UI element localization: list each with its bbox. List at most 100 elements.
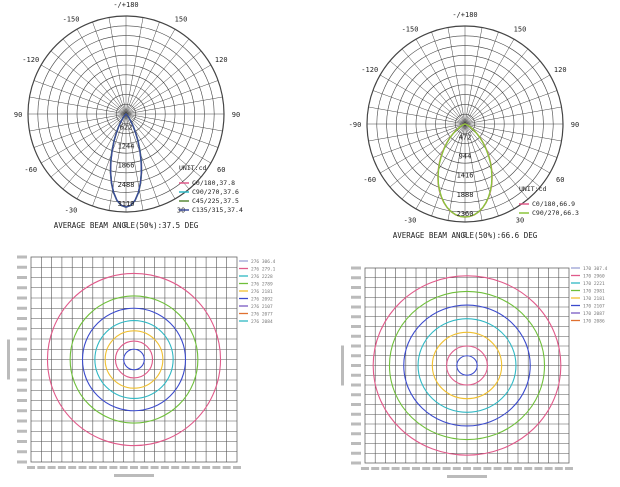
polar-radial-label: 1866 [118,162,135,170]
isolux-legend-label: 276 2092 [251,297,273,303]
isolux-contour-ring [46,272,222,447]
isolux-x-tick [57,466,66,469]
isolux-x-axis-title [114,474,154,477]
polar-spoke [464,123,499,217]
polar-spoke [380,74,466,125]
isolux-y-tick [17,255,27,259]
polar-angle-label-top: -/+180 [452,11,477,19]
isolux-x-tick [212,466,221,469]
isolux-y-tick [17,286,27,290]
polar-radial-label: 1416 [457,172,474,180]
polar-spoke [464,39,515,125]
isolux-y-tick [17,378,27,382]
isolux-chart-wide: 170 307.4 170 2960 170 2221 170 2981 170 218… [341,260,613,482]
isolux-legend-label: 276 279.1 [251,267,275,273]
isolux-contour-ring [114,340,154,379]
polar-chart-wide-svg: -/+180 -150 150 -120 120 -90 90 -60 60 -30 30 0 472 9… [349,11,580,240]
polar-radial-label: 2488 [118,181,135,189]
polar-spoke [125,113,202,178]
polar-chart-narrow: -/+180-150150-120120-9090-6060-303006221… [10,1,264,234]
isolux-contour-ring [104,330,164,389]
polar-angle-label: -90 [14,111,22,119]
polar-spoke [389,60,466,125]
isolux-x-tick [463,467,471,470]
polar-chart-wide: -/+180 -150 150 -120 120 -90 90 -60 60 -30 30 0 472 9… [343,8,603,243]
isolux-y-tick [351,315,361,319]
polar-angle-label: -150 [63,16,80,24]
isolux-legend-label: 170 2181 [583,296,605,302]
polar-spoke [125,113,223,132]
polar-spoke [50,50,127,115]
isolux-y-tick [351,286,361,289]
isolux-y-tick [17,276,27,279]
isolux-legend-label: 276 2181 [251,289,273,295]
isolux-y-tick [17,399,27,402]
isolux-y-tick [17,388,27,392]
polar-spoke [125,113,190,190]
isolux-contour-ring [446,345,488,386]
isolux-x-tick [473,467,482,470]
isolux-legend-label: 170 2087 [583,311,605,317]
polar-angle-label: 90 [571,121,579,129]
isolux-y-tick [351,403,361,406]
isolux-x-tick [202,466,211,469]
isolux-legend-label: 276 2084 [251,319,273,325]
isolux-y-tick [351,276,361,280]
isolux-y-tick [351,422,361,426]
isolux-x-tick [493,467,502,470]
isolux-x-tick [78,466,87,469]
polar-angle-label: 150 [514,26,527,34]
isolux-x-tick [371,467,380,470]
polar-spoke [401,48,466,125]
isolux-y-tick [351,295,361,299]
isolux-legend-label: 170 307.4 [583,266,608,272]
isolux-y-tick [17,368,27,372]
isolux-y-tick [17,409,27,413]
isolux-y-tick [17,337,27,341]
isolux-x-tick [140,466,149,469]
polar-angle-label: -30 [65,206,78,214]
polar-spoke [125,17,144,115]
polar-spoke [62,113,127,190]
polar-spoke [380,123,466,174]
polar-spoke [447,123,466,221]
isolux-x-tick [150,466,159,469]
isolux-x-tick [171,466,180,469]
isolux-legend-label: 170 2981 [583,289,605,295]
isolux-x-tick [422,467,431,470]
isolux-y-tick [351,344,361,348]
isolux-y-tick [17,460,27,464]
isolux-y-axis-title [341,345,344,386]
isolux-legend-label: 170 2107 [583,304,605,310]
polar-spoke [372,123,466,158]
isolux-legend-label: 276 2107 [251,304,273,310]
isolux-x-tick [412,467,420,470]
polar-spoke [33,80,127,115]
polar-unit-label: UNIT:cd [519,185,546,193]
polar-radial-label: 944 [459,153,472,161]
polar-spoke [62,38,127,115]
polar-angle-label: -60 [24,166,37,174]
isolux-x-tick [544,467,553,470]
polar-angle-label: -120 [22,56,39,64]
polar-spoke [125,113,144,211]
polar-angle-label-bottom: 0 [463,231,467,239]
isolux-y-tick [17,327,27,331]
isolux-y-axis-title [7,339,10,380]
isolux-x-tick [27,466,35,469]
polar-angle-label-top: -/+180 [113,2,138,9]
polar-spoke [125,29,176,115]
polar-spoke [29,113,127,132]
polar-spoke [415,39,466,125]
polar-spoke [92,113,127,207]
polar-spoke [125,113,219,148]
isolux-x-tick [222,466,231,469]
isolux-chart-narrow: 276 306.4 276 279.1 276 2228 276 2789 276 21… [7,253,276,478]
polar-angle-label: 120 [215,56,228,64]
isolux-legend-label: 170 2221 [583,281,605,287]
polar-spoke [125,64,211,115]
isolux-y-tick [17,419,27,423]
polar-spoke [108,17,127,115]
